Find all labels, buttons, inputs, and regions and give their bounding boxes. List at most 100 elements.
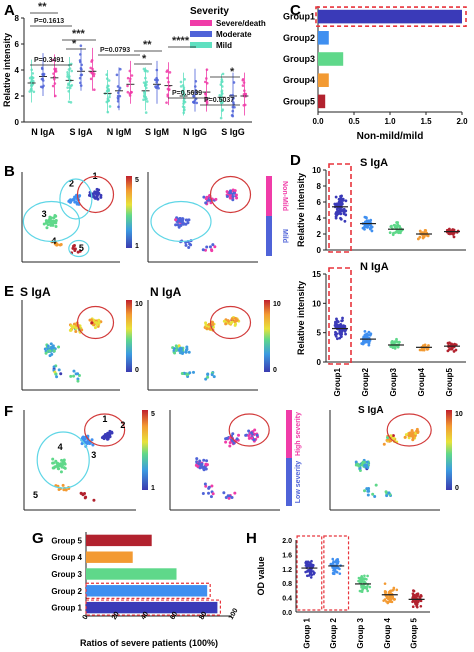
umap-point (42, 222, 46, 226)
panel-h-plot: 0.0 0.4 0.8 1.2 1.6 2.0 OD value Group 1 Group 2… (256, 535, 430, 649)
cluster-label: 4 (58, 442, 63, 452)
data-point (311, 570, 315, 573)
x-tick-label: Group5 (445, 367, 454, 396)
data-point (241, 84, 245, 87)
data-point (108, 105, 112, 108)
data-point (397, 340, 401, 344)
umap-point (391, 434, 395, 438)
data-point (331, 557, 335, 561)
data-point (334, 320, 338, 324)
umap-point (231, 194, 235, 198)
umap-point (57, 467, 61, 471)
y-tick-label: 0 (15, 118, 20, 127)
data-point (358, 589, 362, 593)
data-point (336, 320, 340, 324)
colorbar (126, 176, 132, 248)
umap-point (227, 319, 231, 323)
umap-point (43, 347, 47, 351)
data-point (426, 234, 430, 238)
umap-point (235, 196, 239, 200)
umap-point (206, 372, 210, 376)
data-point (418, 229, 422, 233)
x-tick-label: Group3 (389, 367, 398, 396)
umap-point (205, 459, 209, 463)
umap-point (252, 438, 256, 442)
umap-point (201, 491, 205, 495)
panel-d-title-bottom: N IgA (360, 261, 389, 273)
data-point (413, 601, 417, 604)
umap-point (222, 319, 226, 323)
data-point (363, 227, 366, 231)
sig-annot: ** (143, 39, 152, 51)
umap-point (91, 443, 95, 447)
colorbar (446, 410, 452, 490)
cluster-ring (76, 305, 115, 340)
panel-letter-a: A (4, 2, 15, 19)
cluster-ring (209, 175, 252, 214)
sig-annot: * (72, 38, 77, 50)
umap-point (227, 496, 231, 500)
umap-point (90, 318, 94, 322)
umap-point (57, 345, 61, 349)
data-point (332, 572, 335, 576)
umap-point (174, 223, 178, 227)
x-tick-label: Group1 (333, 367, 342, 396)
data-point (28, 90, 32, 93)
umap-point (371, 492, 375, 496)
data-point (51, 84, 55, 88)
umap-point (207, 486, 211, 490)
umap-point (204, 377, 208, 381)
data-point (143, 92, 146, 96)
data-point (231, 114, 235, 118)
panel-a: A 0 2 4 6 8 Relative intensity N IgA S IgA N IgM… (2, 1, 266, 137)
data-point (391, 589, 394, 592)
umap-point (213, 245, 217, 249)
highlight-box (323, 535, 350, 611)
data-point (446, 349, 450, 353)
data-point (427, 344, 430, 347)
umap-point (72, 197, 76, 201)
data-point (93, 88, 96, 92)
data-point (165, 70, 169, 73)
data-point (343, 219, 347, 223)
y-tick-label: 10 (312, 299, 321, 308)
umap-point (95, 187, 99, 191)
umap-point (204, 321, 208, 325)
data-point (179, 80, 183, 84)
x-tick-label: 20 (111, 611, 121, 621)
data-point (370, 229, 374, 233)
umap-point (198, 466, 202, 470)
data-point (388, 231, 392, 235)
umap-point (187, 245, 191, 249)
x-tick-label: 80 (198, 611, 208, 621)
cluster-ring (36, 431, 90, 489)
data-point (395, 337, 398, 341)
data-point (304, 561, 307, 565)
umap-point (385, 494, 389, 498)
panel-f-title-sIgA: S IgA (358, 405, 384, 416)
umap-point (51, 457, 55, 461)
colorbar-min-label: 0 (455, 485, 459, 492)
data-point (53, 82, 57, 85)
umap-point (94, 321, 98, 325)
sig-annot: * (230, 66, 235, 78)
data-point (181, 105, 185, 108)
severity-label-low: Low severity (295, 461, 302, 504)
data-point (143, 95, 146, 99)
umap-point (179, 347, 183, 351)
data-point (339, 195, 342, 198)
umap-point (210, 373, 214, 377)
cluster-ring (22, 200, 81, 243)
y-tick-label: 0.8 (282, 581, 292, 588)
umap-point (49, 219, 53, 223)
umap-point (177, 344, 181, 348)
colorbar-min-label: 1 (151, 485, 155, 492)
data-point (339, 333, 343, 337)
umap-point (51, 466, 55, 470)
umap-point (386, 436, 390, 440)
umap-point (174, 344, 178, 348)
data-point (92, 74, 96, 78)
data-point (395, 588, 399, 592)
panel-letter-b: B (4, 163, 15, 180)
umap-point (211, 492, 215, 496)
